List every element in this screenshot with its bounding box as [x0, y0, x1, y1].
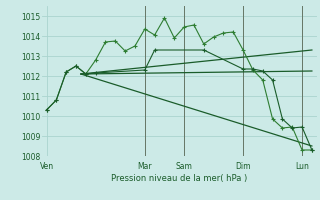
X-axis label: Pression niveau de la mer( hPa ): Pression niveau de la mer( hPa ) [111, 174, 247, 183]
